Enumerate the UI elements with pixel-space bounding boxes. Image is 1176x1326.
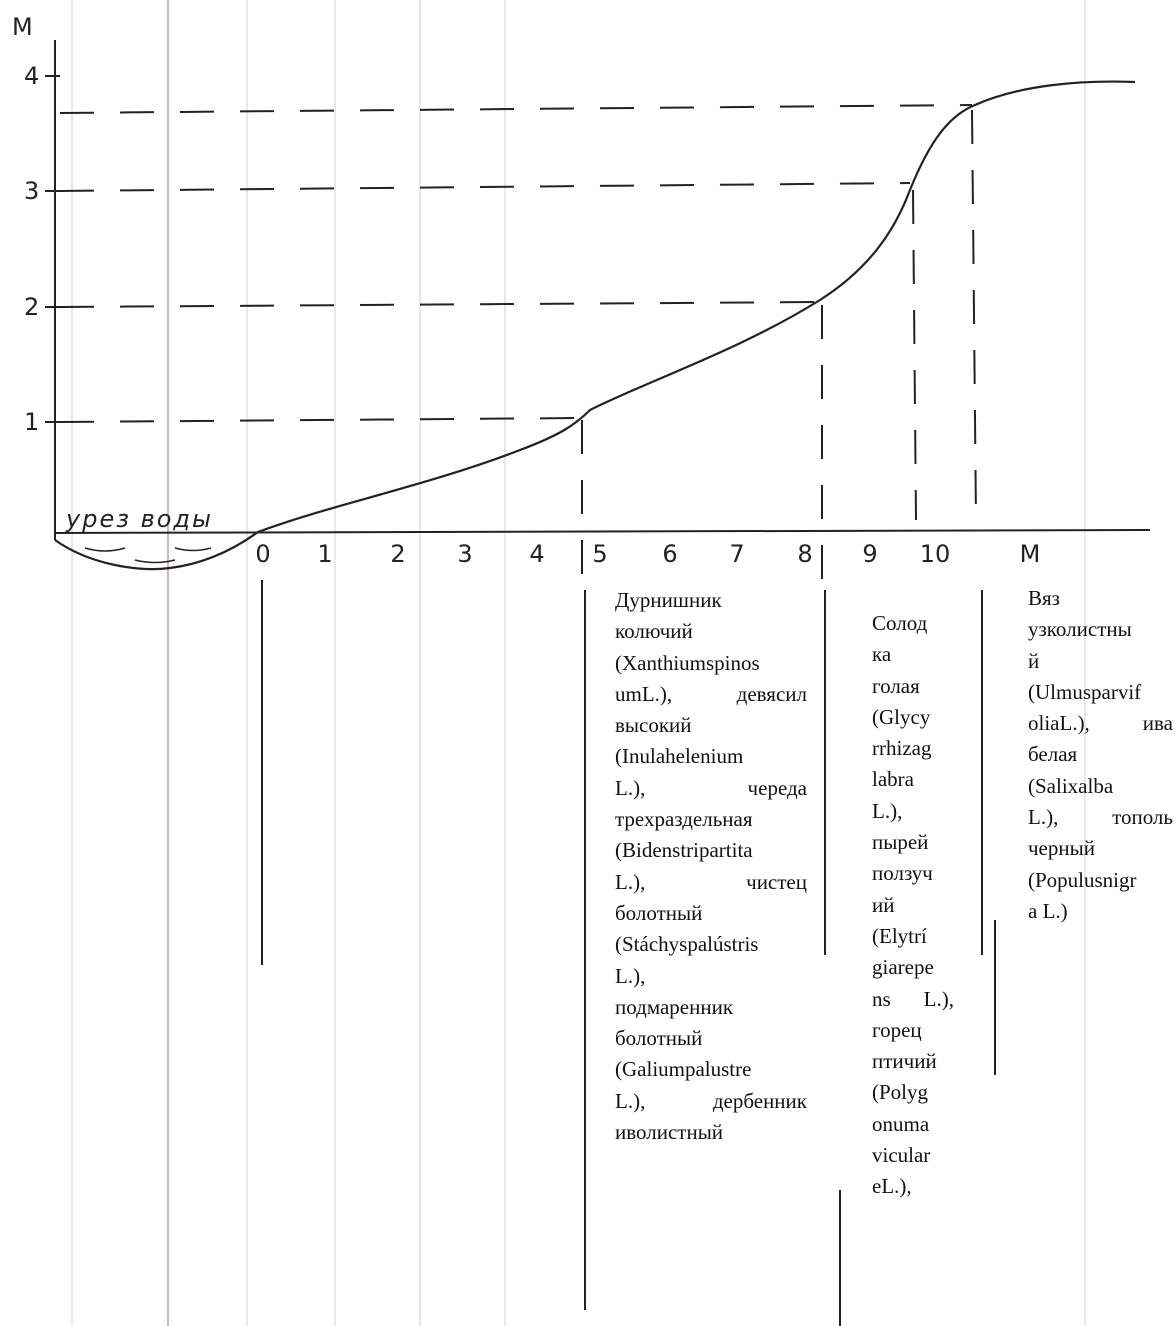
text-line: голая	[872, 671, 954, 702]
text-line: ns L.),	[872, 984, 954, 1015]
y-tick-label: 2	[24, 293, 39, 321]
text-line: (Glycy	[872, 702, 954, 733]
text-line: ка	[872, 639, 954, 670]
text-line: (Elytrí	[872, 921, 954, 952]
x-tick-label: 3	[457, 540, 472, 568]
text-line: onuma	[872, 1109, 954, 1140]
text-line: (Ulmusparvif	[1028, 677, 1173, 708]
text-line: черный	[1028, 833, 1173, 864]
text-line: L.),	[872, 796, 954, 827]
text-line: колючий	[615, 616, 807, 647]
text-line: vicular	[872, 1140, 954, 1171]
text-line: высокий	[615, 710, 807, 741]
text-line: (Salixalba	[1028, 771, 1173, 802]
profile: М 1 2 3 4 0 1 2 3 4 5 6 7 8 9 10 Мурез воды	[0, 0, 1176, 1326]
x-unit: М	[1020, 540, 1041, 568]
text-line: L.), дербенник	[615, 1086, 807, 1117]
text-line: белая	[1028, 739, 1173, 770]
bank-profile	[55, 82, 1135, 569]
text-line: ползуч	[872, 858, 954, 889]
text-line: oliaL.), ива	[1028, 708, 1173, 739]
text-line: a L.)	[1028, 896, 1173, 927]
text-line: L.), чистец	[615, 867, 807, 898]
text-line: горец	[872, 1015, 954, 1046]
y-unit: М	[12, 13, 33, 41]
water-edge-label: урез воды	[65, 505, 213, 533]
text-line: птичий	[872, 1046, 954, 1077]
text-line: иволистный	[615, 1117, 807, 1148]
water	[85, 548, 211, 563]
text-line: пырей	[872, 827, 954, 858]
x-tick-label: 7	[729, 540, 744, 568]
x-tick-label: 10	[920, 540, 951, 568]
y-tick-label: 4	[24, 62, 39, 90]
text-line: Вяз	[1028, 583, 1173, 614]
text-line: (Inulahelenium	[615, 741, 807, 772]
y-tick-label: 1	[24, 408, 39, 436]
text-line: узколистны	[1028, 614, 1173, 645]
text-line: (Polyg	[872, 1077, 954, 1108]
diagram: М 1 2 3 4 0 1 2 3 4 5 6 7 8 9 10 Мурез воды Дурнишниккол…	[0, 0, 1176, 1326]
axes	[45, 40, 1150, 540]
text-line: подмаренник	[615, 992, 807, 1023]
text-line: (Stáchyspalústris	[615, 929, 807, 960]
x-tick-label: 8	[797, 540, 812, 568]
x-tick-label: 0	[255, 540, 270, 568]
x-tick-label: 6	[662, 540, 677, 568]
x-tick-label: 9	[862, 540, 877, 568]
text-line: umL.), девясил	[615, 679, 807, 710]
x-tick-label: 2	[390, 540, 405, 568]
y-tick-label: 3	[24, 177, 39, 205]
text-line: L.), тополь	[1028, 802, 1173, 833]
text-line: й	[1028, 646, 1173, 677]
x-tick-label: 5	[592, 540, 607, 568]
text-line: болотный	[615, 1023, 807, 1054]
x-tick-label: 4	[529, 540, 544, 568]
text-line: eL.),	[872, 1171, 954, 1202]
text-line: labra	[872, 764, 954, 795]
text-line: L.),	[615, 961, 807, 992]
text-line: трехраздельная	[615, 804, 807, 835]
text-line: (Galiumpalustre	[615, 1054, 807, 1085]
text-line: Солод	[872, 608, 954, 639]
text-line: ий	[872, 890, 954, 921]
text-line: L.), череда	[615, 773, 807, 804]
text-line: (Xanthiumspinos	[615, 648, 807, 679]
x-tick-label: 1	[317, 540, 332, 568]
text-line: (Bidenstripartita	[615, 835, 807, 866]
text-line: (Populusnigr	[1028, 865, 1173, 896]
text-line: giarepe	[872, 952, 954, 983]
text-line: rrhizag	[872, 733, 954, 764]
text-line: болотный	[615, 898, 807, 929]
text-line: Дурнишник	[615, 585, 807, 616]
